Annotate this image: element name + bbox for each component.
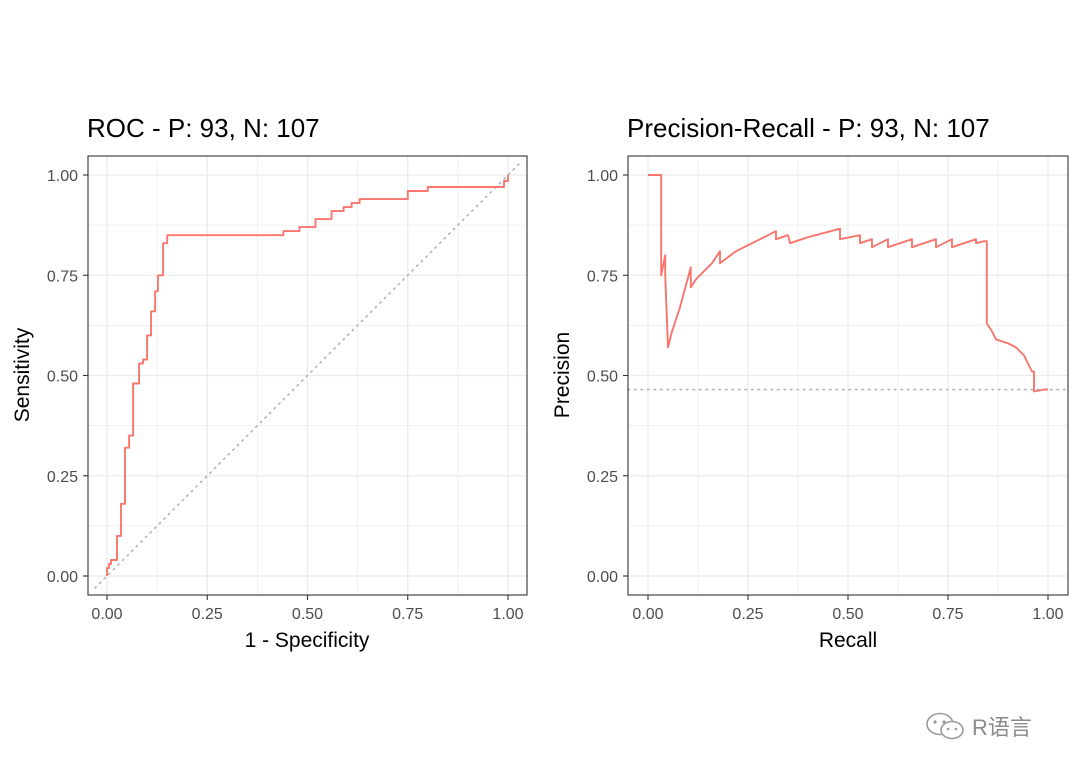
- x-tick-label: 0.00: [91, 606, 122, 623]
- y-tick-label: 0.00: [587, 569, 618, 586]
- wechat-icon: [926, 712, 964, 740]
- x-tick-label: 1.00: [1032, 606, 1063, 623]
- watermark: R语言: [924, 708, 1054, 744]
- x-tick-label: 0.25: [192, 606, 223, 623]
- y-tick-label: 0.00: [47, 569, 78, 586]
- pr-x-axis-title: Recall: [819, 629, 877, 652]
- roc-reference-line: [94, 162, 521, 589]
- pr-title: Precision-Recall - P: 93, N: 107: [627, 113, 990, 143]
- y-tick-label: 1.00: [587, 168, 618, 185]
- x-tick-label: 0.75: [392, 606, 423, 623]
- y-tick-label: 0.75: [587, 268, 618, 285]
- x-tick-label: 0.25: [732, 606, 763, 623]
- pr-y-ticks: 0.00 0.25 0.50 0.75 1.00: [587, 168, 628, 586]
- roc-y-axis-title: Sensitivity: [11, 327, 34, 422]
- y-tick-label: 0.25: [47, 469, 78, 486]
- x-tick-label: 0.50: [832, 606, 863, 623]
- roc-title: ROC - P: 93, N: 107: [87, 113, 320, 143]
- watermark-text: R语言: [972, 715, 1032, 740]
- y-tick-label: 0.25: [587, 469, 618, 486]
- roc-x-axis-title: 1 - Specificity: [245, 629, 370, 652]
- pr-gridlines: [628, 156, 1068, 595]
- x-tick-label: 0.75: [932, 606, 963, 623]
- pr-x-ticks: 0.00 0.25 0.50 0.75 1.00: [632, 595, 1064, 623]
- roc-reference-line-path: [94, 162, 521, 589]
- pr-y-axis-title: Precision: [551, 332, 574, 418]
- x-tick-label: 0.50: [292, 606, 323, 623]
- roc-x-ticks: 0.00 0.25 0.50 0.75 1.00: [91, 595, 524, 623]
- y-tick-label: 0.75: [47, 268, 78, 285]
- pr-curve-line: [648, 174, 1048, 393]
- roc-curve-layer: [106, 175, 509, 576]
- roc-y-ticks: 0.00 0.25 0.50 0.75 1.00: [47, 168, 88, 586]
- y-tick-label: 1.00: [47, 168, 78, 185]
- y-tick-label: 0.50: [587, 369, 618, 386]
- roc-panel: ROC - P: 93, N: 107 0.00 0.25 0.50 0.75 1.00…: [11, 113, 528, 652]
- x-tick-label: 1.00: [492, 606, 523, 623]
- pr-curve-layer: [648, 174, 1048, 393]
- roc-curve-line: [106, 175, 509, 576]
- x-tick-label: 0.00: [632, 606, 663, 623]
- pr-panel: Precision-Recall - P: 93, N: 107 0.00 0.2…: [551, 113, 1069, 652]
- y-tick-label: 0.50: [47, 369, 78, 386]
